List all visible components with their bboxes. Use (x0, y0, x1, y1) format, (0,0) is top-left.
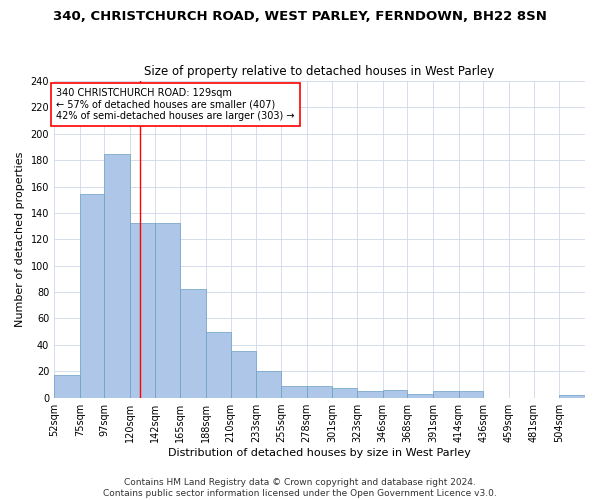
Bar (181, 290, 206, 398)
Bar (459, 391, 483, 398)
Bar (54, 375, 80, 398)
Bar (206, 332, 230, 398)
Bar (231, 352, 256, 398)
Y-axis label: Number of detached properties: Number of detached properties (15, 152, 25, 327)
Text: Contains HM Land Registry data © Crown copyright and database right 2024.
Contai: Contains HM Land Registry data © Crown c… (103, 478, 497, 498)
Bar (155, 224, 180, 398)
Bar (104, 154, 130, 398)
Bar (256, 371, 281, 398)
Bar (383, 390, 407, 398)
Bar (130, 224, 155, 398)
Bar (281, 386, 307, 398)
X-axis label: Distribution of detached houses by size in West Parley: Distribution of detached houses by size … (168, 448, 471, 458)
Bar (80, 194, 104, 398)
Bar (559, 395, 585, 398)
Bar (357, 391, 383, 398)
Bar (307, 386, 332, 398)
Bar (332, 388, 357, 398)
Bar (433, 391, 458, 398)
Bar (407, 394, 433, 398)
Title: Size of property relative to detached houses in West Parley: Size of property relative to detached ho… (145, 66, 494, 78)
Text: 340, CHRISTCHURCH ROAD, WEST PARLEY, FERNDOWN, BH22 8SN: 340, CHRISTCHURCH ROAD, WEST PARLEY, FER… (53, 10, 547, 23)
Text: 340 CHRISTCHURCH ROAD: 129sqm
← 57% of detached houses are smaller (407)
42% of : 340 CHRISTCHURCH ROAD: 129sqm ← 57% of d… (56, 88, 295, 121)
